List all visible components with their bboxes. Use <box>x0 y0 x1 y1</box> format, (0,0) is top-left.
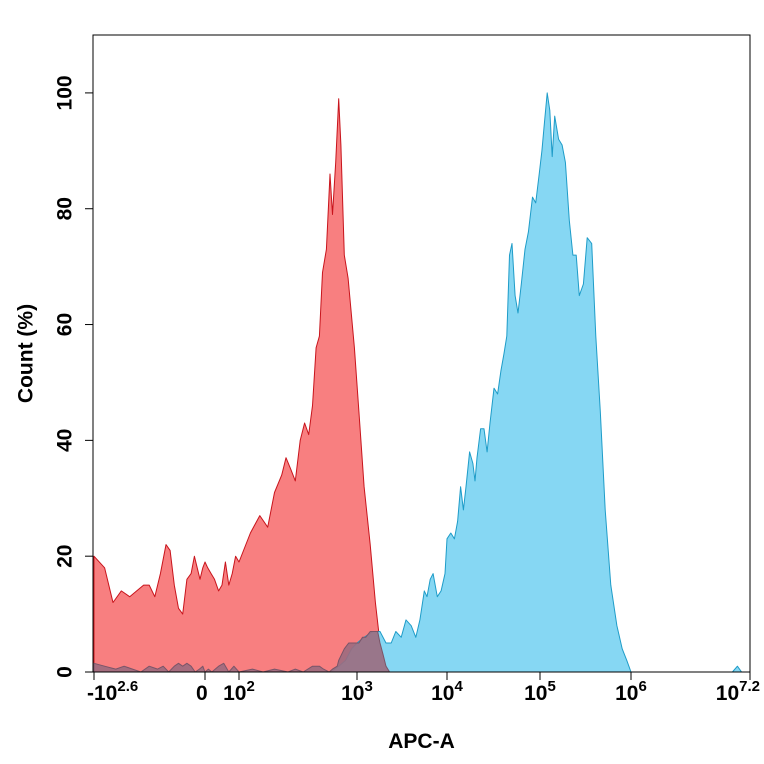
y-axis-ticks: 0 20 40 60 80 100 <box>54 75 93 678</box>
y-tick-label: 80 <box>54 197 77 220</box>
x-tick-label: 104 <box>431 678 463 705</box>
x-axis-label: APC-A <box>388 730 455 753</box>
plot-frame <box>92 34 751 673</box>
y-tick-label: 20 <box>54 545 77 568</box>
x-tick-label: 106 <box>615 678 647 705</box>
x-tick-label: 107.2 <box>716 678 760 705</box>
y-tick-label: 60 <box>54 313 77 336</box>
histogram-blue <box>330 92 743 673</box>
x-tick-label: 105 <box>524 678 556 705</box>
y-tick-label: 100 <box>54 75 77 110</box>
x-tick-label: 102 <box>223 678 255 705</box>
x-tick-label: 103 <box>341 678 373 705</box>
y-axis-label: Count (%) <box>15 304 38 403</box>
x-axis-ticks: -102.6 0 102 103 104 105 106 107.2 <box>87 672 760 705</box>
y-tick-label: 0 <box>54 666 77 678</box>
x-tick-label: 0 <box>196 682 208 705</box>
x-tick-label: -102.6 <box>87 678 138 705</box>
histogram-fills <box>93 92 743 673</box>
y-tick-label: 40 <box>54 429 77 452</box>
histogram-red <box>93 98 428 673</box>
